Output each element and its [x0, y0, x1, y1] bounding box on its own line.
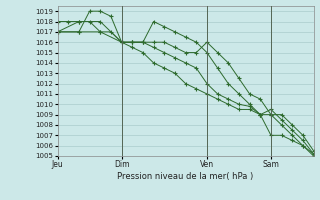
X-axis label: Pression niveau de la mer( hPa ): Pression niveau de la mer( hPa ) [117, 172, 254, 181]
